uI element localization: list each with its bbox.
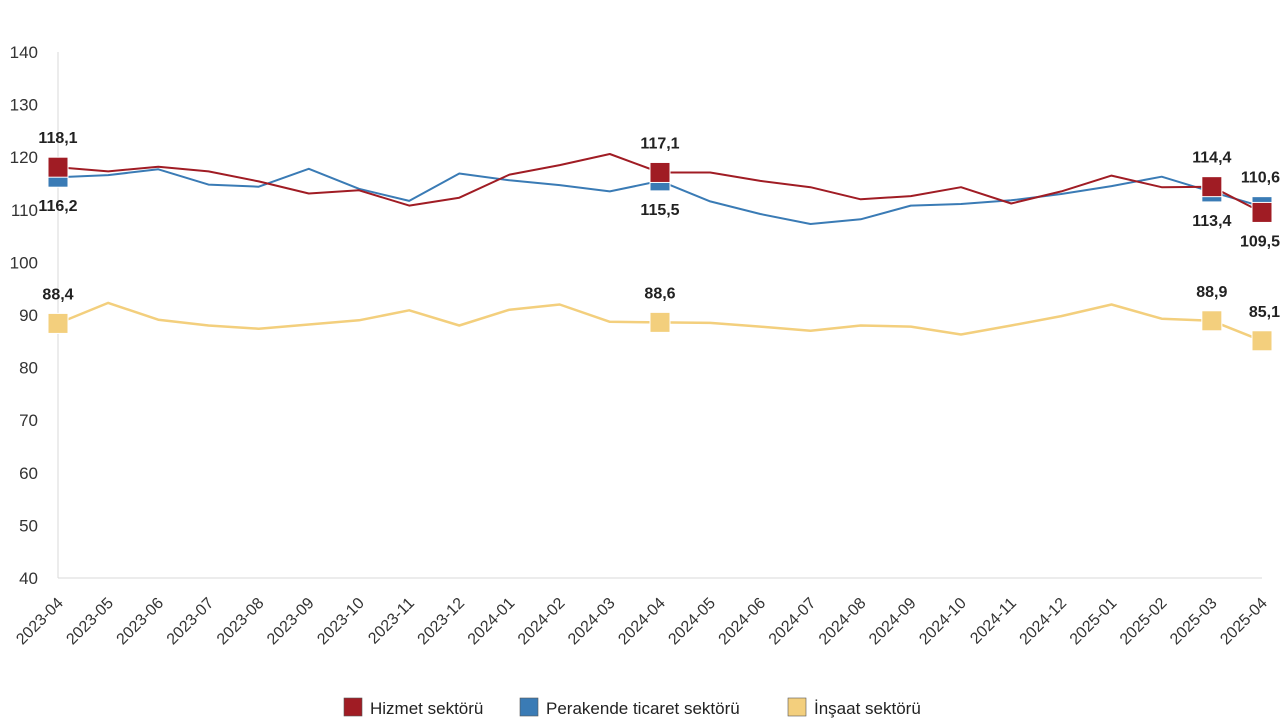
series-marker [47,156,69,178]
x-tick-label: 2023-09 [264,595,318,649]
y-tick-label: 100 [10,253,38,272]
data-label: 110,6 [1241,170,1280,187]
y-tick-label: 140 [10,43,38,62]
data-label: 88,4 [42,286,73,303]
series-marker [1201,310,1223,332]
x-tick-label: 2024-06 [716,595,770,649]
data-label: 117,1 [640,135,679,152]
y-tick-label: 60 [19,464,38,483]
x-tick-label: 2024-12 [1017,595,1071,649]
legend: Hizmet sektörü Perakende ticaret sektörü İ… [343,697,921,718]
y-tick-label: 120 [10,148,38,167]
x-tick-label: 2023-12 [415,595,469,649]
legend-label-0: Hizmet sektörü [370,699,483,718]
x-tick-label: 2024-08 [816,595,870,649]
x-tick-label: 2025-01 [1067,595,1121,649]
series-marker [1201,176,1223,198]
x-tick-label: 2024-07 [766,595,820,649]
x-tick-label: 2024-05 [665,595,719,649]
x-tick-label: 2023-04 [13,595,67,649]
y-axis: 40 50 60 70 80 90 100 110 120 130 140 [10,43,59,588]
data-labels: 118,1 116,2 88,4 117,1 115,5 88,6 114,4 113,4 88… [38,130,1280,321]
y-tick-label: 40 [19,569,38,588]
x-tick-label: 2023-10 [314,595,368,649]
y-tick-label: 80 [19,359,38,378]
data-label: 116,2 [38,198,77,215]
x-tick-label: 2025-03 [1167,595,1221,649]
x-tick-label: 2025-04 [1217,595,1271,649]
series-marker [649,311,671,333]
series-marker [1251,330,1273,352]
legend-swatch-0 [343,697,363,717]
x-tick-label: 2024-02 [515,595,569,649]
legend-swatch-2 [787,697,807,717]
y-tick-label: 110 [11,201,38,220]
data-label: 115,5 [640,202,679,219]
x-tick-label: 2024-03 [565,595,619,649]
y-tick-label: 130 [10,96,38,115]
y-tick-label: 70 [19,411,38,430]
x-axis: 2023-042023-052023-062023-072023-082023-… [13,577,1271,649]
data-label: 88,9 [1196,284,1227,301]
legend-label-1: Perakende ticaret sektörü [546,699,740,718]
data-label: 85,1 [1249,304,1280,321]
data-label: 88,6 [644,285,675,302]
data-label: 109,5 [1240,233,1280,250]
series-marker [47,312,69,334]
data-label: 114,4 [1192,150,1231,167]
x-tick-label: 2023-07 [164,595,218,649]
legend-swatch-1 [519,697,539,717]
legend-label-2: İnşaat sektörü [814,699,921,718]
x-tick-label: 2023-05 [63,595,117,649]
series-marker [1251,201,1273,223]
series-markers [47,156,1273,352]
x-tick-label: 2024-10 [916,595,970,649]
y-tick-label: 90 [19,306,38,325]
x-tick-label: 2023-06 [114,595,168,649]
x-tick-label: 2023-11 [365,595,418,648]
x-tick-label: 2024-01 [465,595,519,649]
x-tick-label: 2024-09 [866,595,920,649]
y-tick-label: 50 [19,516,38,535]
data-label: 118,1 [38,130,77,147]
series-marker [649,161,671,183]
x-tick-label: 2025-02 [1117,595,1171,649]
x-tick-label: 2024-11 [967,595,1020,648]
data-label: 113,4 [1192,213,1231,230]
x-tick-label: 2023-08 [214,595,268,649]
x-tick-label: 2024-04 [615,595,669,649]
